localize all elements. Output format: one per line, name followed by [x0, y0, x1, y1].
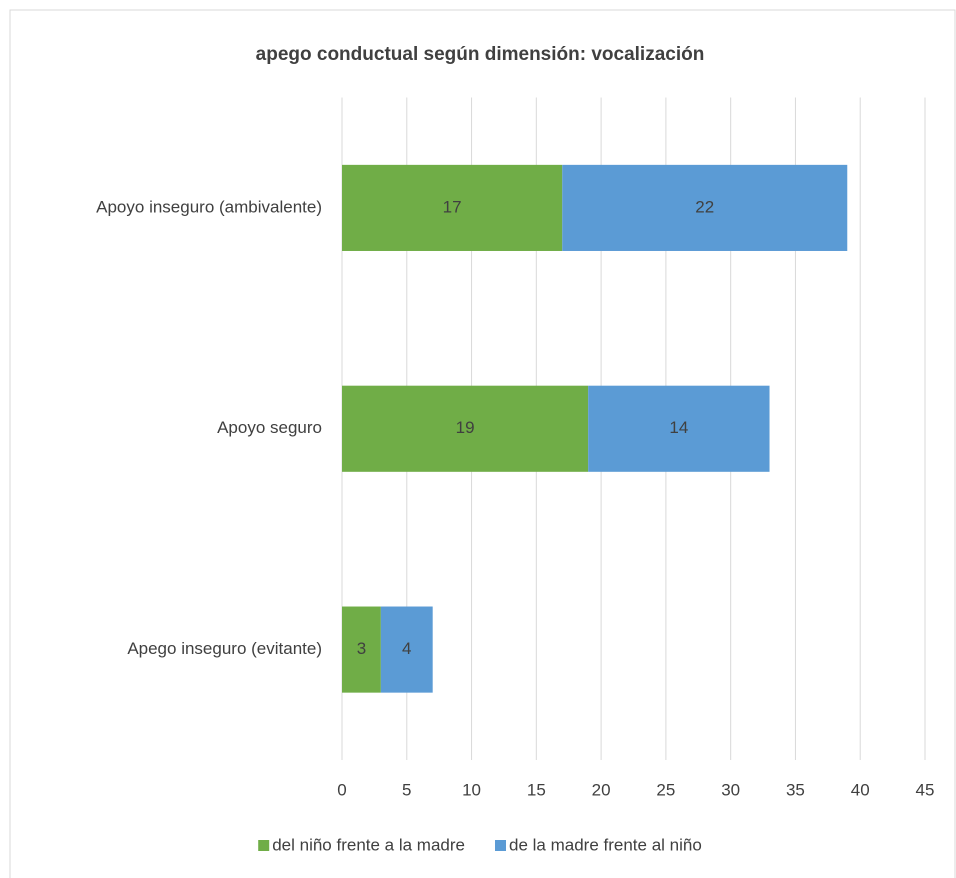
- x-tick-label: 25: [656, 780, 675, 799]
- data-label: 4: [402, 639, 411, 658]
- bar: [342, 164, 563, 251]
- data-label: 3: [357, 639, 366, 658]
- y-tick-label: Apego inseguro (evitante): [127, 639, 322, 658]
- bar: [380, 606, 433, 693]
- data-label: 17: [443, 197, 462, 216]
- y-tick-label: Apoyo seguro: [217, 418, 322, 437]
- x-tick-label: 15: [527, 780, 546, 799]
- y-tick-label: Apoyo inseguro (ambivalente): [96, 197, 322, 216]
- x-tick-label: 40: [851, 780, 870, 799]
- x-tick-label: 30: [721, 780, 740, 799]
- data-label: 14: [669, 418, 688, 437]
- legend-swatch: [495, 840, 506, 851]
- x-tick-label: 5: [402, 780, 411, 799]
- data-label: 19: [456, 418, 475, 437]
- bar: [342, 606, 381, 693]
- data-label: 22: [695, 197, 714, 216]
- legend-label: del niño frente a la madre: [272, 835, 465, 854]
- legend-label: de la madre frente al niño: [509, 835, 702, 854]
- x-tick-label: 20: [592, 780, 611, 799]
- x-tick-label: 45: [916, 780, 935, 799]
- x-tick-label: 0: [337, 780, 346, 799]
- bar: [342, 385, 589, 472]
- x-tick-label: 35: [786, 780, 805, 799]
- chart-title: apego conductual según dimensión: vocali…: [256, 44, 705, 65]
- x-tick-label: 10: [462, 780, 481, 799]
- bar: [562, 164, 848, 251]
- bar: [588, 385, 770, 472]
- legend-swatch: [258, 840, 270, 851]
